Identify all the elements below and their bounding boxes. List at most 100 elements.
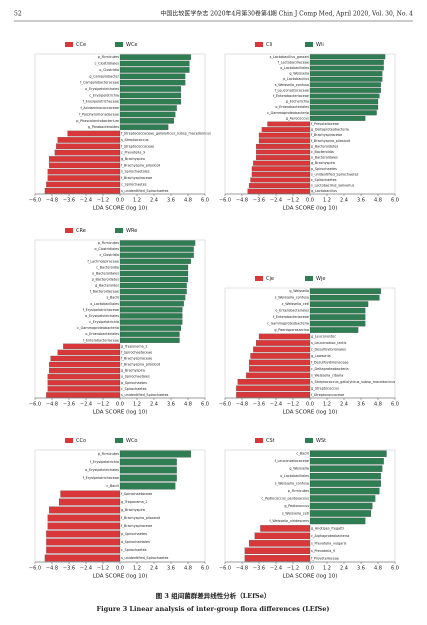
bar-label: f_Bacteroidaceae	[90, 290, 119, 294]
x-tick-label: −2.4	[270, 566, 282, 572]
x-tick-label: −3.6	[63, 566, 75, 572]
bar-label: s_Weissella_confusa	[275, 296, 309, 300]
bar-label: f_Leuconostocaceae	[275, 459, 309, 463]
bar-label: p_Lactobacillus	[283, 77, 309, 81]
bar-label: f_Streptococcaceae	[121, 144, 154, 148]
x-tick-label: 2.4	[150, 566, 158, 572]
bar-label: f_Enterobacteriaceae	[83, 338, 119, 342]
bar-label: f_Brachyspiraceae	[121, 176, 152, 180]
bar-label: f_Brachyspira_pilosicoli	[121, 516, 160, 520]
bar-label: p_Phascolarctobacterium	[76, 119, 119, 123]
legend-swatch	[305, 276, 313, 281]
bar	[57, 349, 121, 356]
legend-swatch	[305, 438, 313, 443]
bar-label: c_Spirochaetes	[311, 178, 337, 182]
bar	[67, 130, 121, 137]
bar-label: f_Lachnospiraceae	[87, 259, 119, 263]
bar	[119, 240, 196, 246]
bar	[309, 472, 381, 480]
x-tick-label: 1.2	[133, 402, 141, 408]
bar-label: c_Erysipelotrichia	[89, 320, 119, 324]
bar	[254, 532, 311, 540]
bar-label: f_Prevotellaceae	[311, 556, 339, 560]
bar	[256, 143, 311, 149]
bar-label: g_Lawsonia	[311, 354, 331, 358]
x-tick-label: −4.8	[236, 402, 248, 408]
bar	[119, 466, 177, 474]
bar-label: c_Pediococcus_pentosaceus	[261, 497, 309, 501]
bar	[309, 307, 366, 314]
bar-label: s_unidentified_Spirochaetes	[121, 393, 169, 397]
bar-label: g_Treponema_2	[121, 344, 148, 348]
bar-label: f_Erysipelotrichaceae	[83, 100, 119, 104]
bar	[47, 522, 121, 530]
bar-label: f_Enterobacteriaceae	[273, 315, 309, 319]
bar	[247, 188, 311, 194]
bar	[309, 76, 383, 82]
bar-label: s_Weissella_confusa	[275, 83, 309, 87]
bar	[309, 320, 366, 327]
bar-label: g_Campylobacter	[89, 74, 119, 78]
bar	[47, 175, 121, 181]
bar-label: o_Spirochaetales	[121, 375, 150, 379]
bar	[309, 450, 387, 457]
bar	[47, 168, 121, 175]
bar	[237, 379, 311, 385]
bar-label: f_Erysipelotrichaceae	[83, 476, 119, 480]
bar	[309, 457, 384, 465]
legend-swatch	[65, 438, 73, 443]
x-tick-label: −1.2	[287, 198, 299, 204]
x-tick-label: 3.6	[167, 198, 175, 204]
bar	[119, 307, 183, 313]
x-tick-label: −6.0	[29, 566, 41, 572]
bar	[309, 104, 379, 110]
bar-label: c_Deltaproteobacteria	[311, 367, 349, 371]
bar	[119, 450, 191, 458]
bar	[49, 506, 121, 514]
bar-label: f_Acidaminococcaceae	[80, 106, 119, 110]
bar	[250, 353, 311, 359]
legend-label: Cli	[266, 42, 272, 48]
x-tick-label: 2.4	[340, 198, 348, 204]
x-tick-label: 1.2	[323, 198, 331, 204]
bar-label: s_Bacili	[106, 296, 119, 300]
x-tick-label: 6.0	[201, 198, 209, 204]
bar-label: c_Bacteroidia	[311, 150, 334, 154]
bar-label: f_Erysipelotrichaceae	[83, 308, 119, 312]
bar	[119, 118, 174, 124]
x-tick-label: −6.0	[219, 402, 231, 408]
bar	[46, 538, 121, 546]
bar-label: f_Campylobacteraceae	[80, 81, 119, 85]
bar-label: g_Pediococcus	[284, 504, 309, 508]
bar-label: s_unidentified_Spirochaetes	[121, 556, 169, 560]
bar-label: o_Erysipelotrichales	[85, 87, 119, 91]
bar	[309, 71, 383, 77]
x-tick-label: 0.0	[306, 402, 314, 408]
x-tick-label: 6.0	[201, 566, 209, 572]
bar-label: p_Spirochaetes	[311, 167, 337, 171]
bar	[309, 65, 384, 71]
bar	[56, 143, 121, 150]
bar	[119, 270, 189, 277]
legend-swatch	[305, 42, 313, 47]
x-tick-label: −3.6	[253, 198, 265, 204]
bar-label: g_Brachyspira	[311, 161, 335, 165]
bar	[44, 554, 121, 562]
x-tick-label: −6.0	[219, 198, 231, 204]
x-tick-label: −4.8	[236, 198, 248, 204]
x-tick-label: 4.8	[184, 566, 192, 572]
x-tick-label: −2.4	[270, 198, 282, 204]
bar-label: f_Prevotellaceae	[311, 122, 339, 126]
x-tick-label: 6.0	[391, 566, 399, 572]
bar	[119, 325, 182, 331]
bar	[119, 482, 176, 490]
bar	[119, 252, 194, 258]
bar	[244, 547, 311, 555]
x-axis-title: LDA SCORE (log 10)	[283, 574, 338, 580]
bar	[58, 498, 121, 506]
bar-label: f_Brachyspira_pilosicoli	[121, 163, 160, 167]
x-tick-label: 0.0	[116, 198, 124, 204]
bar-label: s_Lactobacillus_salivarius	[311, 184, 355, 188]
x-tick-label: −4.8	[46, 566, 58, 572]
